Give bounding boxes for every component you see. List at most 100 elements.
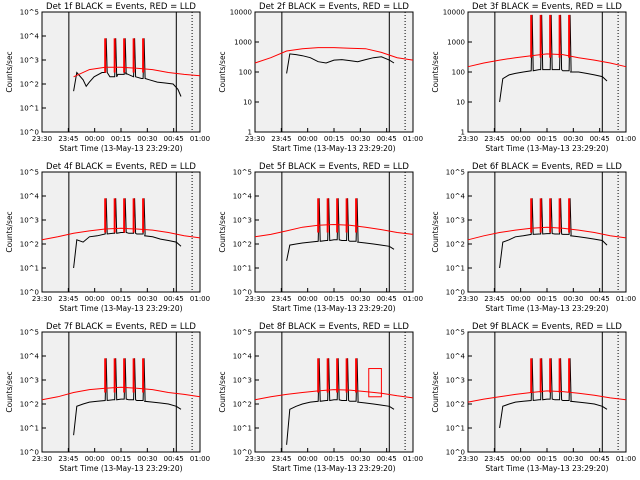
x-tick-label: 23:30 (458, 455, 478, 463)
y-tick-label: 10000 (230, 9, 252, 17)
plateau-rect (368, 368, 382, 398)
y-tick-label: 10^1 (446, 425, 465, 433)
chart-svg: Det 4f BLACK = Events, RED = LLD 10^0 10^1… (5, 162, 210, 313)
y-axis-label: Counts/sec (5, 371, 14, 412)
chart-title: Det 9f BLACK = Events, RED = LLD (472, 322, 622, 332)
series-line-lld (467, 226, 627, 241)
series-line-events (286, 358, 395, 445)
series-line-lld (254, 389, 414, 401)
x-tick-label: 01:00 (616, 455, 636, 463)
x-tick-label: 00:15 (324, 295, 344, 303)
spike-bar (568, 14, 571, 58)
y-tick-label: 10^4 (446, 353, 466, 361)
spike-bar (123, 38, 126, 73)
y-tick-label: 10^5 (233, 169, 252, 177)
x-tick-label: 00:45 (164, 295, 184, 303)
x-tick-label: 01:00 (403, 135, 423, 143)
x-tick-label: 00:00 (298, 455, 318, 463)
x-axis-label: Start Time (13-May-13 23:29:20) (59, 464, 182, 473)
y-tick-label: 10^1 (233, 265, 252, 273)
spike-bar (530, 198, 533, 233)
spike-bar (317, 358, 320, 393)
chart-panel-6: Det 6f BLACK = Events, RED = LLD 10^0 10^1… (426, 160, 639, 320)
y-tick-label: 10^3 (20, 57, 39, 65)
spike-bar (123, 198, 126, 233)
chart-title: Det 2f BLACK = Events, RED = LLD (259, 2, 409, 12)
x-tick-label: 23:45 (484, 455, 504, 463)
y-tick-label: 10^3 (233, 217, 252, 225)
spike-bar (530, 358, 533, 393)
spike-bar (345, 358, 348, 393)
y-tick-label: 10^4 (233, 353, 253, 361)
spike-bar (549, 14, 552, 58)
y-tick-label: 1 (248, 129, 252, 137)
x-tick-label: 01:00 (403, 295, 423, 303)
y-tick-label: 10^0 (20, 449, 39, 457)
series-line-events (286, 53, 395, 74)
y-axis-label: Counts/sec (431, 51, 440, 92)
x-tick-label: 00:30 (137, 455, 157, 463)
spike-bar (326, 358, 329, 393)
plot-frame (41, 11, 201, 133)
series-line-events (499, 358, 608, 429)
x-tick-label: 00:15 (537, 455, 557, 463)
x-tick-label: 00:45 (164, 455, 184, 463)
x-tick-label: 23:30 (245, 135, 265, 143)
plot-frame (41, 331, 201, 453)
x-tick-label: 00:45 (377, 295, 397, 303)
y-tick-label: 10^2 (20, 401, 39, 409)
x-tick-label: 00:30 (137, 295, 157, 303)
spike-bar (132, 38, 135, 73)
x-axis-label: Start Time (13-May-13 23:29:20) (59, 144, 182, 153)
x-tick-label: 01:00 (616, 135, 636, 143)
x-axis-label: Start Time (13-May-13 23:29:20) (272, 304, 395, 313)
y-tick-label: 10^0 (233, 289, 252, 297)
x-tick-label: 00:15 (537, 295, 557, 303)
y-tick-label: 100 (452, 69, 465, 77)
chart-title: Det 6f BLACK = Events, RED = LLD (472, 162, 622, 172)
chart-panel-3: Det 3f BLACK = Events, RED = LLD 1 10 100 10… (426, 0, 639, 160)
chart-panel-7: Det 7f BLACK = Events, RED = LLD 10^0 10^1… (0, 320, 213, 480)
y-tick-label: 10^5 (20, 169, 39, 177)
y-tick-label: 10^0 (446, 289, 465, 297)
x-tick-label: 00:15 (324, 455, 344, 463)
spike-bar (558, 14, 561, 58)
plot-frame (467, 171, 627, 293)
y-tick-label: 10 (456, 99, 465, 107)
x-tick-label: 00:45 (590, 295, 610, 303)
chart-svg: Det 8f BLACK = Events, RED = LLD 10^0 10^1… (218, 322, 423, 473)
spike-bar (104, 358, 107, 393)
x-tick-label: 01:00 (190, 455, 210, 463)
y-tick-label: 10^0 (20, 289, 39, 297)
y-axis-label: Counts/sec (5, 51, 14, 92)
y-tick-label: 10^5 (446, 169, 465, 177)
y-tick-label: 10^4 (20, 33, 40, 41)
series-line-lld (467, 53, 627, 68)
y-tick-label: 10^0 (446, 449, 465, 457)
spike-bar (142, 358, 145, 393)
x-tick-label: 23:45 (271, 455, 291, 463)
spike-bar (336, 198, 339, 233)
x-tick-label: 00:00 (511, 455, 531, 463)
y-tick-label: 10^4 (446, 193, 466, 201)
x-tick-label: 01:00 (190, 295, 210, 303)
x-tick-label: 00:00 (511, 135, 531, 143)
x-tick-label: 23:30 (245, 295, 265, 303)
x-tick-label: 00:15 (111, 295, 131, 303)
x-axis-label: Start Time (13-May-13 23:29:20) (485, 464, 608, 473)
spike-bar (568, 358, 571, 393)
y-axis-label: Counts/sec (218, 51, 227, 92)
x-tick-label: 00:30 (350, 455, 370, 463)
y-tick-label: 10 (243, 99, 252, 107)
series-line-events (73, 358, 182, 436)
series-line-lld (254, 223, 414, 238)
x-tick-label: 00:00 (85, 455, 105, 463)
y-tick-label: 10^1 (20, 105, 39, 113)
chart-panel-8: Det 8f BLACK = Events, RED = LLD 10^0 10^1… (213, 320, 426, 480)
y-tick-label: 10^4 (20, 193, 40, 201)
plot-frame (254, 11, 414, 133)
y-tick-label: 10^1 (20, 265, 39, 273)
spike-bar (132, 198, 135, 233)
spike-bar (345, 198, 348, 233)
x-tick-label: 00:00 (298, 135, 318, 143)
